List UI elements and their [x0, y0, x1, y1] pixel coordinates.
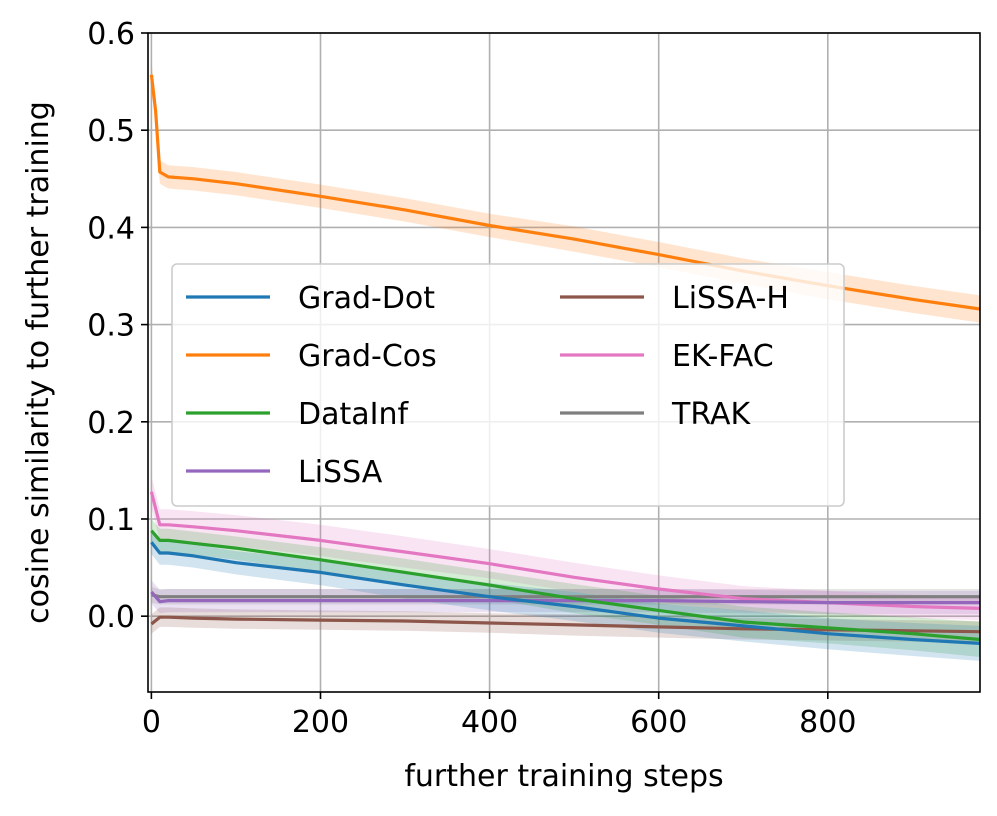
x-tick-label: 400	[461, 705, 518, 740]
legend-label-grad-dot: Grad-Dot	[298, 281, 435, 316]
legend-label-datainf: DataInf	[298, 397, 409, 432]
series-line-trak	[151, 593, 980, 599]
legend-item-ek-fac: EK-FAC	[560, 339, 774, 374]
legend-item-grad-dot: Grad-Dot	[186, 281, 435, 316]
legend-label-lissa: LiSSA	[298, 455, 383, 490]
legend: Grad-Dot Grad-Cos DataInf LiSSA LiSSA-H EK-FA…	[171, 263, 845, 507]
legend-item-lissa: LiSSA	[186, 455, 383, 490]
y-tick-label: 0.0	[87, 600, 135, 635]
axis-ticks: 0 200 400 600 800 0.0 0.1 0.2 0.3 0.4 0.5 0.6	[87, 17, 856, 740]
y-tick-label: 0.1	[87, 503, 135, 538]
legend-item-trak: TRAK	[560, 397, 751, 432]
series-line-datainf	[150, 529, 980, 642]
legend-label-trak: TRAK	[671, 397, 751, 432]
x-tick-label: 600	[630, 705, 687, 740]
y-axis-title: cosine similarity to further training	[21, 101, 56, 624]
y-tick-label: 0.5	[87, 114, 135, 149]
legend-item-lissa-h: LiSSA-H	[560, 281, 789, 316]
x-tick-label: 800	[799, 705, 856, 740]
series-line-lissa-h	[150, 615, 980, 634]
y-tick-label: 0.3	[87, 309, 135, 344]
y-tick-label: 0.6	[87, 17, 135, 52]
y-tick-label: 0.4	[87, 211, 135, 246]
y-tick-label: 0.2	[87, 406, 135, 441]
legend-box	[171, 263, 845, 507]
x-axis-title: further training steps	[404, 759, 723, 794]
legend-label-grad-cos: Grad-Cos	[298, 339, 437, 374]
plot-frame	[147, 32, 981, 693]
legend-label-ek-fac: EK-FAC	[672, 339, 774, 374]
x-tick-label: 0	[142, 705, 161, 740]
series-line-lissa	[150, 590, 980, 605]
series-line-grad-dot	[150, 541, 980, 645]
legend-item-grad-cos: Grad-Cos	[186, 339, 437, 374]
legend-item-datainf: DataInf	[186, 397, 409, 432]
x-tick-label: 200	[292, 705, 349, 740]
legend-label-lissa-h: LiSSA-H	[672, 281, 789, 316]
